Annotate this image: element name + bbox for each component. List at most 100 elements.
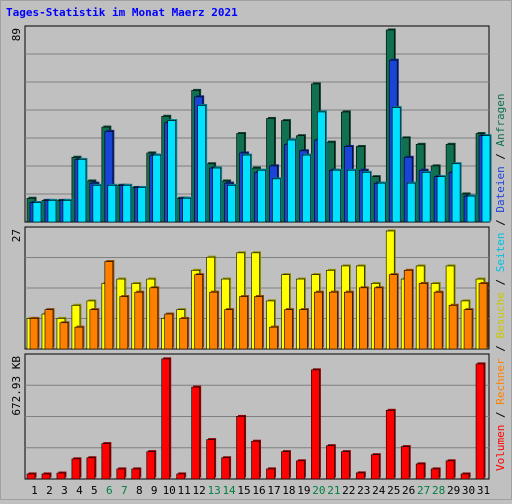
x-tick-label: 2 <box>46 484 53 497</box>
x-tick-label: 9 <box>151 484 158 497</box>
bar-volumen-day-6 <box>101 443 111 480</box>
bar-rechner-day-3 <box>59 322 69 350</box>
panel-top <box>24 25 492 223</box>
bar-seiten-day-17 <box>272 178 281 223</box>
bar-volumen-day-21 <box>326 445 335 480</box>
y-max-label-bottom: 672.93 KB <box>10 356 23 416</box>
bar-volumen-day-24 <box>370 454 380 480</box>
bar-volumen-day-11 <box>176 473 185 480</box>
bar-volumen-day-9 <box>146 451 156 480</box>
bar-seiten-day-28 <box>436 176 446 223</box>
x-tick-label: 13 <box>207 484 220 497</box>
bar-rechner-day-27 <box>418 283 428 350</box>
bar-rechner-day-4 <box>74 326 84 350</box>
bar-seiten-day-8 <box>137 187 147 223</box>
bar-rechner-day-28 <box>433 291 443 350</box>
bar-seiten-day-26 <box>406 182 416 223</box>
x-tick-label: 7 <box>121 484 128 497</box>
bar-rechner-day-6 <box>104 261 114 350</box>
bar-seiten-day-2 <box>47 200 57 223</box>
bar-volumen-day-4 <box>71 458 81 480</box>
x-tick-labels: 1 2 3 4 5 6 7 8 9 10 11 12 13 14 15 16 17 18 19 20 21 22 23 24 2… <box>31 484 490 497</box>
x-tick-label: 6 <box>106 484 113 497</box>
bar-rechner-day-14 <box>224 309 233 350</box>
bar-rechner-day-25 <box>388 274 398 350</box>
x-tick-label: 31 <box>477 484 490 497</box>
y-max-labels: 89 27 672.93 KB <box>10 28 23 416</box>
bar-seiten-day-12 <box>197 105 206 223</box>
bar-seiten-day-10 <box>167 120 177 223</box>
bar-volumen-day-10 <box>161 358 171 480</box>
x-tick-label: 25 <box>387 484 400 497</box>
bar-rechner-day-13 <box>209 291 218 350</box>
series-volumen <box>26 357 486 480</box>
bar-seiten-day-23 <box>361 172 371 223</box>
bar-seiten-day-16 <box>257 169 266 223</box>
bar-rechner-day-9 <box>149 287 159 350</box>
x-tick-label: 30 <box>462 484 475 497</box>
bar-seiten-day-7 <box>122 185 132 223</box>
bar-rechner-day-21 <box>329 291 338 350</box>
bar-rechner-day-17 <box>269 326 278 350</box>
legend-separator: / <box>494 339 507 359</box>
bar-volumen-day-14 <box>221 457 230 480</box>
x-tick-label: 4 <box>76 484 83 497</box>
bar-volumen-day-15 <box>236 416 245 480</box>
bar-seiten-day-4 <box>77 159 87 223</box>
bar-volumen-day-5 <box>86 457 96 480</box>
bar-volumen-day-7 <box>116 468 126 480</box>
bar-seiten-day-19 <box>302 154 311 223</box>
chart-title: Tages-Statistik im Monat Maerz 2021 <box>6 6 238 19</box>
bar-seiten-day-6 <box>107 185 117 223</box>
panel-bottom <box>24 353 490 480</box>
bar-seiten-day-20 <box>317 111 326 223</box>
bar-seiten-day-13 <box>212 167 221 223</box>
bar-rechner-day-18 <box>284 309 293 350</box>
bar-seiten-day-15 <box>242 154 251 223</box>
bar-volumen-day-22 <box>341 451 350 480</box>
bar-volumen-day-18 <box>281 451 290 480</box>
bar-seiten-day-29 <box>451 163 461 223</box>
bar-volumen-day-31 <box>475 363 485 480</box>
bar-rechner-day-5 <box>89 309 99 350</box>
bar-volumen-day-3 <box>56 472 66 480</box>
bar-volumen-day-12 <box>191 386 200 480</box>
bar-seiten-day-1 <box>32 202 42 223</box>
x-tick-label: 12 <box>193 484 206 497</box>
x-tick-label: 11 <box>178 484 191 497</box>
panel-middle <box>24 226 490 350</box>
bar-rechner-day-11 <box>179 318 188 350</box>
bar-volumen-day-28 <box>430 468 440 480</box>
x-tick-label: 20 <box>312 484 325 497</box>
x-tick-label: 17 <box>267 484 280 497</box>
bar-seiten-day-3 <box>62 200 72 223</box>
bar-seiten-day-31 <box>481 135 491 223</box>
bar-volumen-day-17 <box>266 468 275 480</box>
y-max-label-middle: 27 <box>10 229 23 242</box>
y-max-label-top: 89 <box>10 28 23 41</box>
bar-rechner-day-23 <box>358 287 368 350</box>
legend-separator: / <box>494 213 507 233</box>
bar-rechner-day-10 <box>164 313 174 350</box>
x-tick-label: 28 <box>432 484 445 497</box>
bar-rechner-day-1 <box>29 318 39 350</box>
bar-seiten-day-22 <box>347 169 356 223</box>
bar-volumen-day-19 <box>296 460 305 480</box>
bar-volumen-day-13 <box>206 439 215 480</box>
bar-volumen-day-2 <box>41 473 51 480</box>
x-tick-label: 19 <box>297 484 310 497</box>
bar-rechner-day-12 <box>194 274 203 350</box>
bar-rechner-day-8 <box>134 291 144 350</box>
legend-separator: / <box>494 146 507 166</box>
panels <box>24 25 492 480</box>
bar-volumen-day-1 <box>26 473 36 480</box>
x-tick-label: 5 <box>91 484 98 497</box>
bar-rechner-day-22 <box>344 291 353 350</box>
legend-item-rechner: Rechner <box>494 358 507 405</box>
x-tick-label: 15 <box>237 484 250 497</box>
bar-rechner-day-19 <box>299 309 308 350</box>
legend-item-volumen: Volumen <box>494 425 507 471</box>
bar-rechner-day-31 <box>478 283 488 350</box>
bar-seiten-day-30 <box>466 195 476 223</box>
bar-rechner-day-7 <box>119 296 129 350</box>
